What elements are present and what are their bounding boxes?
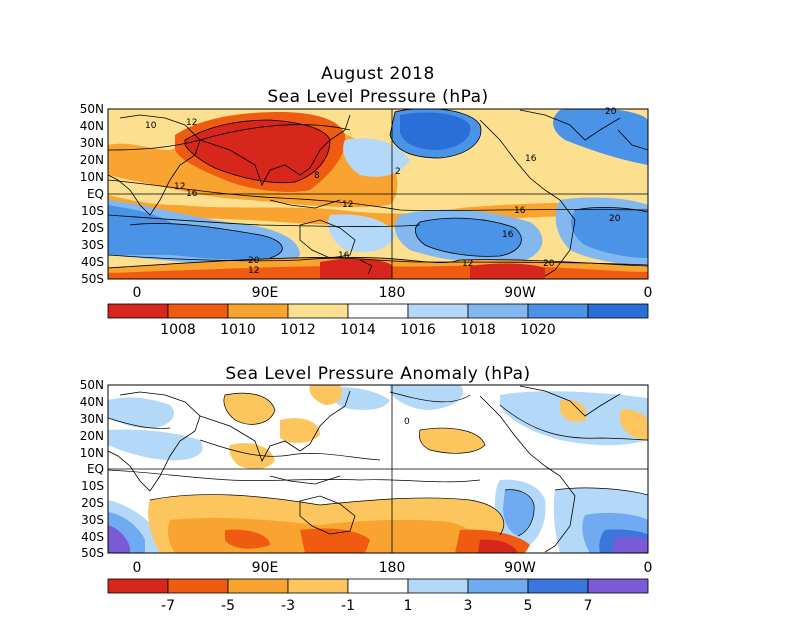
lon-label: 0 (644, 560, 653, 576)
slp-contour-label: 2 (395, 167, 401, 177)
lat-label: 40N (80, 395, 104, 409)
slp-contour-label: 12 (248, 266, 259, 276)
lon-label: 90W (504, 560, 536, 576)
slp-contour-label: 16 (186, 189, 198, 199)
colorbar-label: 3 (464, 598, 473, 614)
slp-map-panel: 10 12 16 12 8 2 12 16 20 12 16 20 16 12 … (80, 102, 653, 338)
slp-contour-label: 12 (342, 200, 353, 210)
lat-label: 30N (80, 136, 104, 150)
slp-contour-label: 12 (186, 118, 197, 128)
colorbar-swatch (287, 303, 349, 319)
colorbar-swatch (347, 303, 409, 319)
lat-label: 10S (81, 204, 104, 218)
slp-contour-label: 20 (609, 214, 621, 224)
slp-contour-label: 16 (502, 230, 514, 240)
colorbar-swatch (407, 578, 469, 594)
colorbar-swatch (527, 303, 589, 319)
colorbar-swatch (227, 578, 289, 594)
lat-label: 10N (80, 446, 104, 460)
slp-contour-label: 20 (248, 256, 260, 266)
lat-label: 20S (81, 221, 104, 235)
lat-label: 40S (81, 255, 104, 269)
colorbar-label: -5 (221, 598, 235, 614)
panel2-title: Sea Level Pressure Anomaly (hPa) (225, 364, 531, 384)
lon-label: 90E (252, 285, 279, 301)
slp-contour-label: 16 (525, 154, 537, 164)
anomaly-colorbar: -7 -5 -3 -1 1 3 5 7 (107, 578, 649, 614)
colorbar-label: 1010 (220, 322, 256, 338)
colorbar-label: 7 (584, 598, 593, 614)
colorbar-label: 1012 (280, 322, 316, 338)
lon-label: 0 (133, 285, 142, 301)
colorbar-swatch (167, 578, 229, 594)
colorbar-label: 5 (524, 598, 533, 614)
lat-label: 30S (81, 513, 104, 527)
colorbar-swatch (107, 303, 169, 319)
lat-label: 30S (81, 238, 104, 252)
colorbar-swatch (467, 303, 529, 319)
colorbar-swatch (587, 578, 649, 594)
lat-label: 20N (80, 429, 104, 443)
lat-label: 20S (81, 496, 104, 510)
slp-map-frame (107, 108, 649, 280)
colorbar-label: -7 (161, 598, 175, 614)
anomaly-map-frame (107, 384, 649, 554)
lat-label: 50S (81, 272, 104, 286)
colorbar-label: -1 (341, 598, 355, 614)
colorbar-label: 1 (404, 598, 413, 614)
slp-field (108, 109, 648, 279)
panel1-title: Sea Level Pressure (hPa) (267, 87, 489, 107)
slp-contour-label: 10 (145, 121, 157, 131)
colorbar-label: -3 (281, 598, 295, 614)
lat-label: 50N (80, 378, 104, 392)
lat-label: EQ (87, 462, 104, 476)
lat-label: 40N (80, 119, 104, 133)
colorbar-swatch (467, 578, 529, 594)
colorbar-swatch (407, 303, 469, 319)
colorbar-label: 1008 (160, 322, 196, 338)
colorbar-swatch (587, 303, 649, 319)
colorbar-label: 1018 (460, 322, 496, 338)
slp-contour-label: 12 (174, 182, 185, 192)
colorbar-swatch (167, 303, 229, 319)
lat-label: 30N (80, 412, 104, 426)
colorbar-label: 1016 (400, 322, 436, 338)
lat-label: 50S (81, 546, 104, 560)
slp-contour-label: 16 (338, 251, 350, 261)
lat-label: 50N (80, 102, 104, 116)
colorbar-label: 1014 (340, 322, 376, 338)
lon-label: 0 (644, 285, 653, 301)
slp-anomaly-map-panel: 0 50N 40N 30N 20N 10N EQ 10S 20S 30S 40S… (80, 378, 653, 614)
lat-label: 10N (80, 170, 104, 184)
lon-label: 0 (133, 560, 142, 576)
lon-label: 90W (504, 285, 536, 301)
lon-label: 90E (252, 560, 279, 576)
lon-label: 180 (379, 560, 406, 576)
slp-contour-label: 8 (314, 171, 320, 181)
colorbar-swatch (227, 303, 289, 319)
lat-label: 10S (81, 479, 104, 493)
slp-contour-label: 16 (514, 206, 526, 216)
slp-colorbar: 1008 1010 1012 1014 1016 1018 1020 (107, 303, 649, 338)
slp-contour-label: 12 (462, 259, 473, 269)
anomaly-contour-label: 0 (404, 417, 410, 427)
colorbar-swatch (527, 578, 589, 594)
colorbar-swatch (347, 578, 409, 594)
lat-label: 20N (80, 153, 104, 167)
figure-title: August 2018 (321, 64, 435, 84)
lat-label: 40S (81, 530, 104, 544)
colorbar-swatch (107, 578, 169, 594)
lat-label: EQ (87, 187, 104, 201)
slp-contour-label: 20 (605, 107, 617, 117)
colorbar-swatch (287, 578, 349, 594)
colorbar-label: 1020 (520, 322, 556, 338)
anomaly-field (108, 385, 648, 553)
slp-contour-label: 20 (543, 259, 555, 269)
lon-label: 180 (379, 285, 406, 301)
